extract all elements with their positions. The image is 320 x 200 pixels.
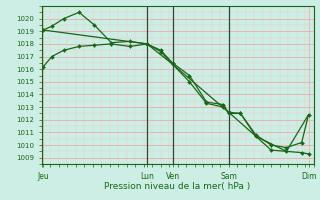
X-axis label: Pression niveau de la mer( hPa ): Pression niveau de la mer( hPa ) (104, 182, 251, 191)
